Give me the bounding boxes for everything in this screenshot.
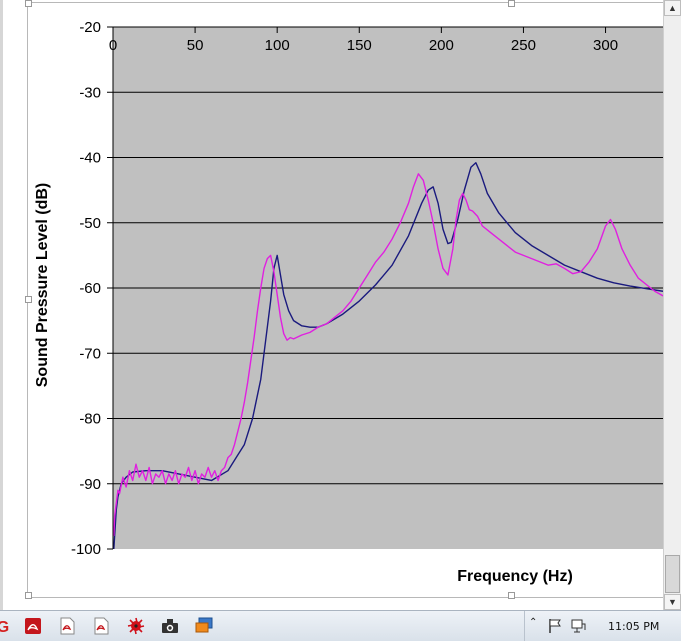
x-tick-label: 150 bbox=[347, 37, 372, 54]
series-line-1 bbox=[113, 162, 663, 550]
pdf-doc-icon[interactable] bbox=[92, 617, 110, 635]
gridlines bbox=[113, 91, 663, 485]
app-g-icon[interactable]: G bbox=[0, 617, 12, 635]
resize-handle-top-left[interactable] bbox=[25, 0, 32, 7]
window-left-edge bbox=[0, 0, 3, 610]
resize-handle-bottom-left[interactable] bbox=[25, 592, 32, 599]
resize-handle-bottom[interactable] bbox=[508, 592, 515, 599]
pdf-icon[interactable] bbox=[24, 617, 42, 635]
y-tick-label: -80 bbox=[79, 411, 101, 428]
y-tick-label: -30 bbox=[79, 84, 101, 101]
network-icon[interactable] bbox=[570, 618, 586, 634]
scroll-down-button[interactable]: ▼ bbox=[664, 594, 681, 610]
scroll-thumb[interactable] bbox=[665, 555, 680, 593]
y-tick-label: -60 bbox=[79, 280, 101, 297]
y-tick-label: -40 bbox=[79, 150, 101, 167]
clock[interactable]: 11:05 PM bbox=[608, 620, 660, 633]
x-tick-labels: 0 50 100 150 200 250 300 bbox=[109, 27, 618, 54]
vertical-scrollbar[interactable]: ▲ ▼ bbox=[663, 0, 681, 610]
system-tray: ⌃ 11:05 PM bbox=[524, 611, 681, 641]
x-axis-label: Frequency (Hz) bbox=[457, 568, 573, 585]
flag-icon[interactable] bbox=[547, 618, 563, 634]
y-axis-label: Sound Pressure Level (dB) bbox=[34, 183, 51, 388]
resize-handle-left[interactable] bbox=[25, 296, 32, 303]
scroll-up-button[interactable]: ▲ bbox=[664, 0, 681, 16]
splat-icon[interactable] bbox=[127, 617, 145, 635]
taskbar: G ⌃ 11:05 PM bbox=[0, 610, 681, 641]
camera-icon[interactable] bbox=[161, 617, 179, 635]
y-tick-label: -100 bbox=[71, 541, 101, 558]
x-tick-label: 100 bbox=[265, 37, 290, 54]
x-tick-label: 0 bbox=[109, 37, 117, 54]
y-tick-label: -50 bbox=[79, 215, 101, 232]
y-tick-label: -70 bbox=[79, 345, 101, 362]
chevron-up-icon[interactable]: ⌃ bbox=[529, 617, 538, 628]
x-tick-label: 300 bbox=[593, 37, 618, 54]
series-line-2 bbox=[113, 173, 663, 536]
chart: -20 -30 -40 -50 -60 -70 -80 -90 -100 0 50 100 150 20… bbox=[34, 19, 663, 585]
pdf-doc-icon[interactable] bbox=[58, 617, 76, 635]
y-tick-label: -20 bbox=[79, 19, 101, 36]
x-tick-label: 50 bbox=[187, 37, 204, 54]
resize-handle-top[interactable] bbox=[508, 0, 515, 7]
y-tick-labels: -20 -30 -40 -50 -60 -70 -80 -90 -100 bbox=[71, 19, 113, 558]
x-tick-label: 250 bbox=[511, 37, 536, 54]
series-layer bbox=[113, 162, 663, 550]
svg-text:G: G bbox=[0, 619, 9, 635]
remote-desktop-icon[interactable] bbox=[195, 617, 213, 635]
y-tick-label: -90 bbox=[79, 476, 101, 493]
x-tick-label: 200 bbox=[429, 37, 454, 54]
